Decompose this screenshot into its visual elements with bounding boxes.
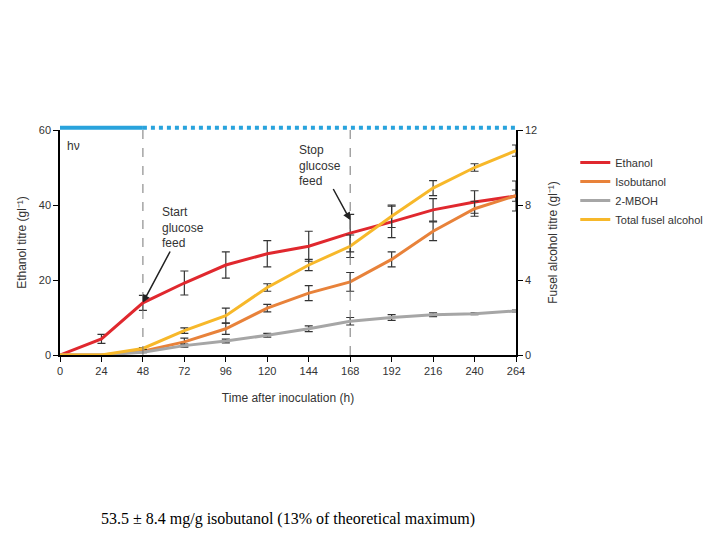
svg-text:0: 0 — [57, 365, 63, 377]
svg-text:216: 216 — [424, 365, 442, 377]
svg-text:4: 4 — [525, 274, 531, 286]
svg-text:0: 0 — [45, 349, 51, 361]
svg-text:Total fusel alcohol: Total fusel alcohol — [615, 214, 702, 226]
svg-text:Isobutanol: Isobutanol — [615, 176, 666, 188]
svg-text:120: 120 — [258, 365, 276, 377]
svg-text:144: 144 — [300, 365, 318, 377]
svg-text:72: 72 — [178, 365, 190, 377]
svg-text:264: 264 — [507, 365, 525, 377]
svg-text:0: 0 — [525, 349, 531, 361]
svg-text:hν: hν — [67, 139, 80, 153]
svg-text:2-MBOH: 2-MBOH — [615, 195, 658, 207]
svg-text:192: 192 — [382, 365, 400, 377]
svg-text:Fusel alcohol titre (gl⁻¹): Fusel alcohol titre (gl⁻¹) — [546, 181, 560, 304]
svg-text:Ethanol: Ethanol — [615, 157, 652, 169]
svg-text:20: 20 — [39, 274, 51, 286]
svg-text:12: 12 — [525, 124, 537, 136]
svg-text:168: 168 — [341, 365, 359, 377]
svg-text:40: 40 — [39, 199, 51, 211]
svg-text:60: 60 — [39, 124, 51, 136]
svg-text:24: 24 — [95, 365, 107, 377]
svg-text:Ethanol titre (gl⁻¹): Ethanol titre (gl⁻¹) — [15, 196, 29, 289]
svg-text:Time after inoculation (h): Time after inoculation (h) — [222, 391, 354, 405]
svg-text:96: 96 — [220, 365, 232, 377]
svg-text:48: 48 — [137, 365, 149, 377]
svg-text:8: 8 — [525, 199, 531, 211]
svg-text:Startglucosefeed: Startglucosefeed — [162, 205, 204, 250]
svg-text:240: 240 — [465, 365, 483, 377]
svg-text:Stopglucosefeed: Stopglucosefeed — [299, 143, 341, 188]
svg-text:53.5 ± 8.4 mg/g isobutanol (13: 53.5 ± 8.4 mg/g isobutanol (13% of theor… — [101, 510, 475, 528]
